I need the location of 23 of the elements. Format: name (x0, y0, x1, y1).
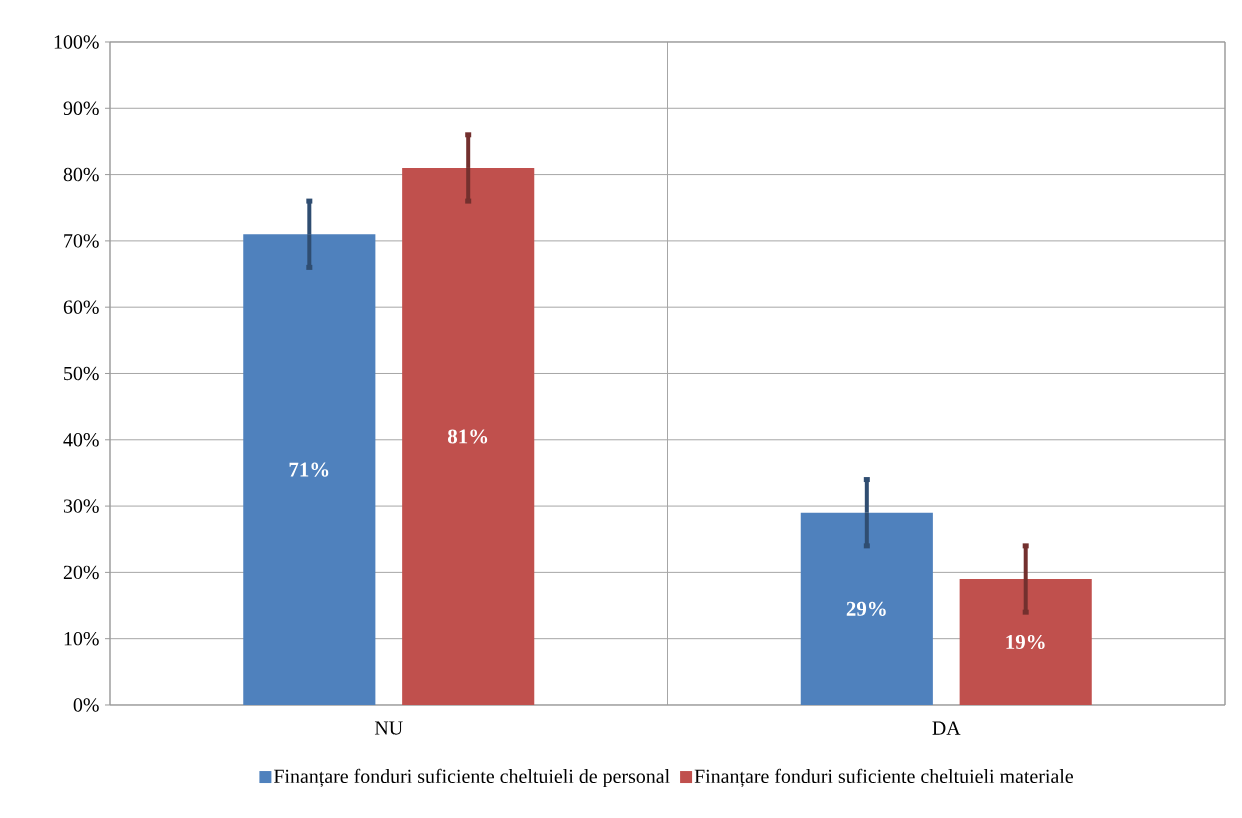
data-label: 71% (289, 462, 329, 477)
data-label: 81% (447, 429, 488, 444)
y-tick-label: 60% (63, 300, 99, 314)
y-tick-label: 0% (73, 698, 99, 712)
data-label: 19% (1006, 634, 1045, 650)
x-tick-label: NU (374, 721, 403, 735)
data-label: 29% (846, 601, 886, 616)
y-tick-label: 100% (54, 35, 99, 49)
y-tick-label: 30% (63, 499, 99, 513)
y-tick-label: 80% (63, 167, 99, 182)
bar (959, 579, 1092, 705)
legend-label: Finanțare fonduri suficiente cheltuieli de personal (273, 768, 670, 788)
y-tick-label: 50% (64, 366, 99, 381)
bar (402, 167, 535, 705)
y-tick-label: 90% (63, 101, 99, 116)
y-tick-label: 40% (63, 433, 99, 447)
bar (800, 512, 933, 705)
legend-label: Finanțare fonduri suficiente cheltuieli materiale (694, 768, 1073, 788)
y-tick-label: 10% (64, 631, 99, 646)
y-tick-label: 20% (63, 565, 99, 580)
bar (243, 234, 376, 705)
y-tick-label: 70% (64, 234, 99, 248)
x-tick-label: DA (932, 721, 961, 735)
